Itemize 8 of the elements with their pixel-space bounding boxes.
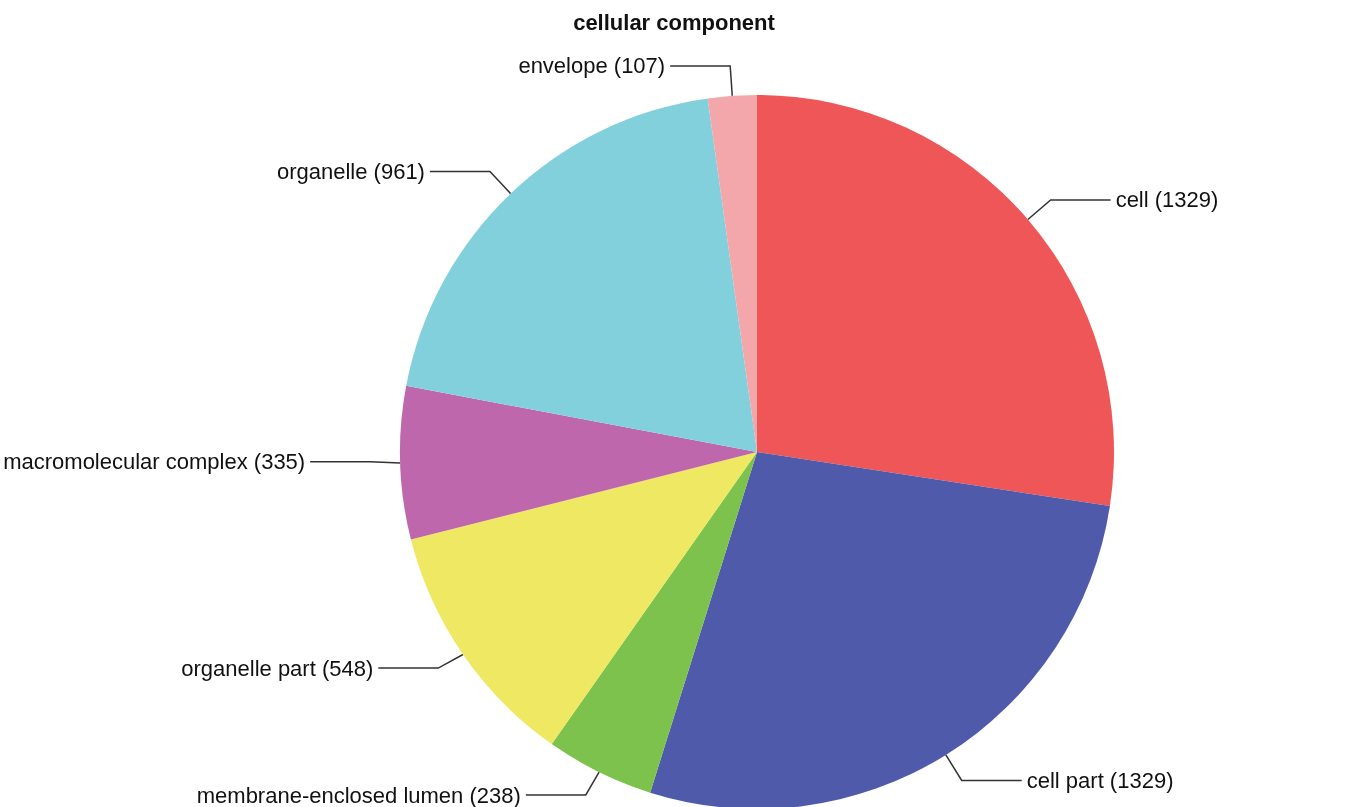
slice-label: organelle (961): [276, 158, 425, 184]
slice-label: membrane-enclosed lumen (238): [196, 782, 521, 807]
slice-label: organelle part (548): [181, 655, 374, 681]
chart-title: cellular component: [573, 9, 776, 35]
slice-label: cell part (1329): [1026, 767, 1174, 793]
slice-label: envelope (107): [518, 53, 666, 79]
slice-label: cell (1329): [1115, 187, 1219, 213]
slice-label: macromolecular complex (335): [3, 449, 306, 475]
